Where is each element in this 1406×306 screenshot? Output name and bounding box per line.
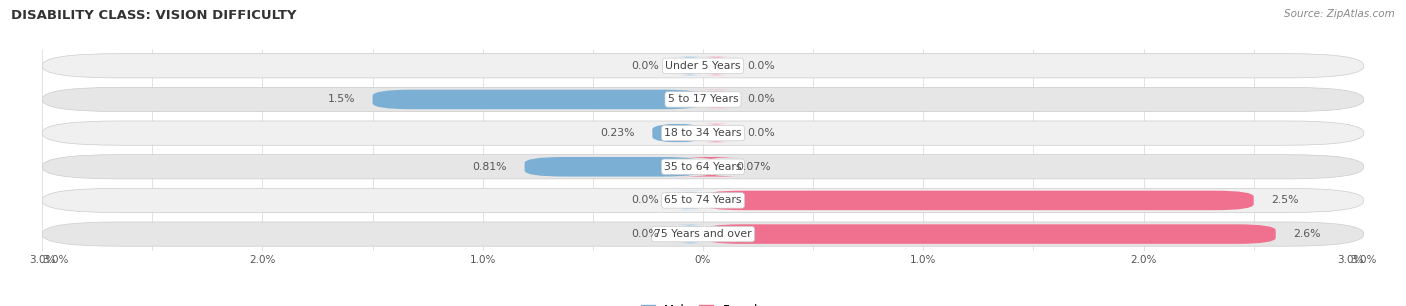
FancyBboxPatch shape [679, 157, 742, 177]
FancyBboxPatch shape [373, 90, 703, 109]
Text: 0.0%: 0.0% [631, 196, 659, 205]
Text: 18 to 34 Years: 18 to 34 Years [664, 128, 742, 138]
FancyBboxPatch shape [42, 54, 1364, 78]
Text: 65 to 74 Years: 65 to 74 Years [664, 196, 742, 205]
Text: 3.0%: 3.0% [42, 255, 69, 265]
Text: 3.0%: 3.0% [1337, 255, 1364, 265]
FancyBboxPatch shape [703, 224, 1275, 244]
Text: 0.0%: 0.0% [631, 61, 659, 71]
FancyBboxPatch shape [696, 56, 737, 76]
FancyBboxPatch shape [42, 121, 1364, 145]
FancyBboxPatch shape [703, 191, 1254, 210]
Text: 35 to 64 Years: 35 to 64 Years [664, 162, 742, 172]
Text: Source: ZipAtlas.com: Source: ZipAtlas.com [1284, 9, 1395, 19]
Text: 75 Years and over: 75 Years and over [654, 229, 752, 239]
Legend: Male, Female: Male, Female [636, 299, 770, 306]
Text: 2.5%: 2.5% [1271, 196, 1299, 205]
Text: 1.5%: 1.5% [328, 95, 354, 104]
Text: Under 5 Years: Under 5 Years [665, 61, 741, 71]
FancyBboxPatch shape [524, 157, 703, 177]
Text: 0.23%: 0.23% [600, 128, 634, 138]
FancyBboxPatch shape [42, 87, 1364, 112]
FancyBboxPatch shape [696, 90, 737, 109]
Text: 2.6%: 2.6% [1294, 229, 1320, 239]
Text: 0.0%: 0.0% [747, 61, 775, 71]
FancyBboxPatch shape [42, 222, 1364, 246]
Text: 0.0%: 0.0% [747, 128, 775, 138]
Text: 5 to 17 Years: 5 to 17 Years [668, 95, 738, 104]
FancyBboxPatch shape [669, 224, 710, 244]
Text: 0.81%: 0.81% [472, 162, 508, 172]
Text: 0.0%: 0.0% [631, 229, 659, 239]
Text: 0.07%: 0.07% [737, 162, 770, 172]
FancyBboxPatch shape [696, 123, 737, 143]
FancyBboxPatch shape [652, 123, 703, 143]
Text: DISABILITY CLASS: VISION DIFFICULTY: DISABILITY CLASS: VISION DIFFICULTY [11, 9, 297, 22]
FancyBboxPatch shape [42, 188, 1364, 213]
FancyBboxPatch shape [669, 191, 710, 210]
FancyBboxPatch shape [669, 56, 710, 76]
Text: 0.0%: 0.0% [747, 95, 775, 104]
FancyBboxPatch shape [42, 155, 1364, 179]
